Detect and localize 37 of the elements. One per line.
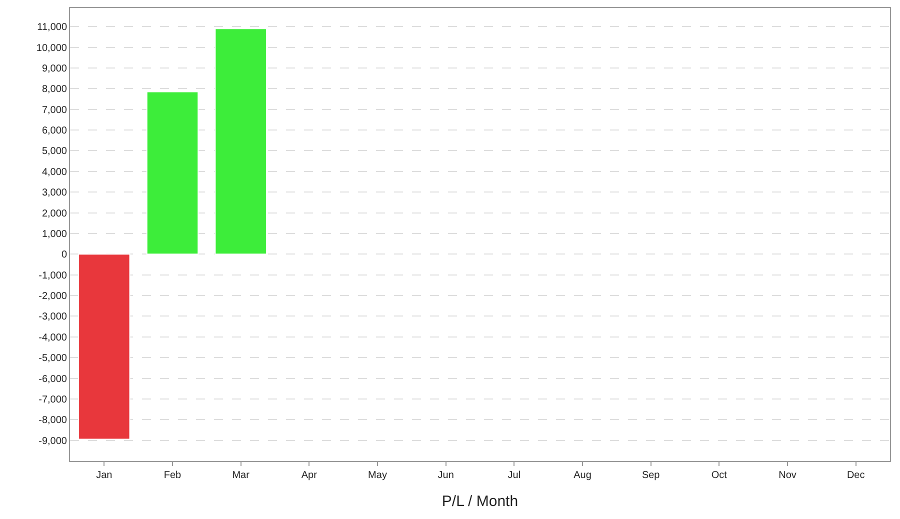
bar bbox=[146, 91, 199, 255]
y-tick-label: 10,000 bbox=[36, 42, 68, 54]
y-tick-label: -9,000 bbox=[38, 436, 68, 447]
y-tick-label: 9,000 bbox=[42, 63, 68, 74]
x-tick-label: Jul bbox=[508, 470, 521, 481]
bar bbox=[214, 28, 267, 255]
x-tick-label: Nov bbox=[778, 470, 796, 481]
y-tick-label: 0 bbox=[61, 250, 68, 261]
x-tick-label: May bbox=[368, 470, 387, 481]
bar bbox=[78, 254, 130, 440]
x-tick-label: Feb bbox=[164, 470, 182, 481]
y-tick-label: 8,000 bbox=[42, 84, 68, 96]
y-tick-label: -5,000 bbox=[38, 353, 68, 364]
y-tick-label: 2,000 bbox=[42, 208, 68, 220]
y-tick-label: -2,000 bbox=[38, 291, 68, 302]
y-tick-label: 4,000 bbox=[42, 166, 68, 178]
y-tick-label: 7,000 bbox=[42, 104, 68, 116]
y-tick-label: -8,000 bbox=[38, 415, 68, 426]
x-tick-label: Sep bbox=[642, 470, 660, 481]
y-tick-label: 3,000 bbox=[42, 188, 68, 199]
y-tick-label: -4,000 bbox=[38, 332, 68, 344]
x-axis-title: P/L / Month bbox=[442, 493, 518, 510]
y-tick-label: -7,000 bbox=[38, 394, 68, 406]
y-tick-label: 1,000 bbox=[42, 228, 68, 240]
x-tick-label: Aug bbox=[574, 470, 592, 481]
y-tick-label: -1,000 bbox=[38, 270, 68, 282]
x-tick-label: Dec bbox=[846, 470, 865, 481]
x-tick-label: Mar bbox=[232, 470, 250, 481]
y-tick-label: -6,000 bbox=[38, 374, 68, 385]
x-tick-label: Jan bbox=[96, 470, 112, 481]
y-tick-label: 6,000 bbox=[42, 126, 68, 137]
x-tick-label: Oct bbox=[711, 470, 728, 481]
x-tick-label: Apr bbox=[301, 470, 318, 481]
y-tick-label: 5,000 bbox=[42, 146, 68, 158]
y-tick-label: -3,000 bbox=[38, 312, 68, 323]
x-tick-label: Jun bbox=[438, 470, 454, 481]
y-tick-label: 11,000 bbox=[37, 22, 68, 34]
